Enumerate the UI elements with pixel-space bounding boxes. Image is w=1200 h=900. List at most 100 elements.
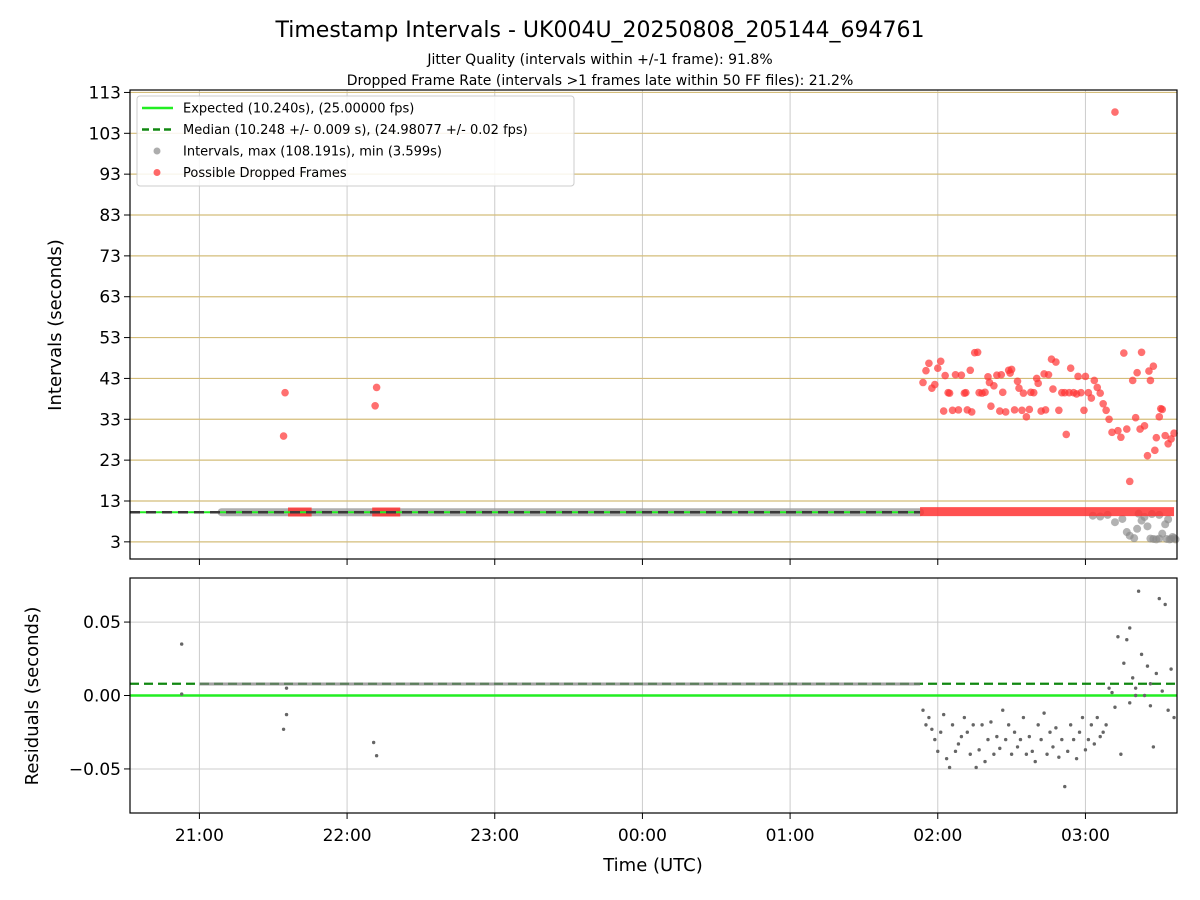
dropped-frame-point bbox=[1140, 422, 1149, 430]
residual-point bbox=[965, 730, 970, 734]
legend-box bbox=[136, 95, 575, 187]
residual-point bbox=[989, 720, 993, 724]
dropped-frame-point bbox=[1015, 384, 1023, 393]
residual-point bbox=[1133, 686, 1138, 690]
residual-point bbox=[1080, 715, 1085, 720]
dropped-frame-point bbox=[962, 388, 970, 397]
residual-point bbox=[921, 708, 925, 712]
dropped-frame-point bbox=[1161, 431, 1169, 440]
residual-point bbox=[1089, 723, 1094, 727]
residual-point bbox=[1122, 661, 1126, 665]
residual-point bbox=[1060, 737, 1064, 742]
residual-point bbox=[947, 765, 952, 770]
dropped-frame-point bbox=[1080, 406, 1088, 415]
dropped-frame-point bbox=[1007, 365, 1016, 374]
residual-point bbox=[939, 730, 943, 734]
dropped-frame-point bbox=[1105, 415, 1113, 424]
dropped-frame-point bbox=[279, 432, 288, 440]
interval-point bbox=[1171, 535, 1180, 544]
residual-point bbox=[1024, 752, 1029, 756]
dropped-frame-point bbox=[1151, 446, 1159, 455]
residual-point bbox=[284, 686, 289, 690]
dropped-frame-point bbox=[984, 372, 992, 381]
intervals-y-tick-label: 93 bbox=[99, 165, 121, 185]
intervals-y-tick-label: 83 bbox=[99, 206, 121, 226]
residual-point bbox=[953, 749, 958, 754]
x-tick-label: 22:00 bbox=[323, 826, 372, 846]
residual-point bbox=[1009, 752, 1014, 756]
residual-point bbox=[1066, 749, 1070, 754]
residual-point bbox=[1148, 682, 1153, 686]
chart-subtitle-jitter: Jitter Quality (intervals within +/-1 fr… bbox=[426, 52, 772, 68]
residual-point bbox=[950, 723, 955, 727]
residual-point bbox=[1003, 737, 1008, 742]
dropped-frame-point bbox=[1133, 368, 1141, 377]
dropped-frame-point bbox=[945, 389, 954, 397]
dropped-frame-point bbox=[1013, 377, 1022, 386]
legend-label: Median (10.248 +/- 0.009 s), (24.98077 +… bbox=[183, 123, 528, 138]
residual-point bbox=[1154, 671, 1159, 676]
intervals-y-tick-label: 73 bbox=[99, 247, 121, 267]
dropped-frame-point bbox=[1143, 451, 1152, 460]
dropped-frame-point bbox=[1152, 433, 1161, 442]
residual-point bbox=[998, 746, 1002, 751]
residual-point bbox=[1036, 723, 1040, 727]
intervals-y-tick-label: 103 bbox=[89, 124, 121, 144]
dropped-frame-point bbox=[967, 408, 976, 416]
residual-point bbox=[1151, 745, 1156, 749]
residual-point bbox=[1048, 730, 1052, 734]
residual-point bbox=[930, 727, 934, 731]
residual-point bbox=[1033, 759, 1037, 764]
dropped-frame-point bbox=[1087, 394, 1096, 402]
legend-label: Expected (10.240s), (25.00000 fps) bbox=[183, 102, 414, 117]
residual-point bbox=[1110, 690, 1114, 695]
residual-point bbox=[1042, 711, 1046, 715]
interval-point bbox=[1130, 534, 1139, 543]
residuals-plot: −0.05 0.00 0.05 21:00 22:00 23:00 00:00 01:00 0… bbox=[22, 577, 1178, 876]
residual-point bbox=[281, 727, 286, 731]
dropped-frame-point bbox=[372, 383, 381, 392]
dropped-frame-point bbox=[1049, 385, 1057, 393]
x-tick-label: 00:00 bbox=[618, 826, 667, 846]
dropped-frame-point bbox=[1001, 408, 1010, 416]
dropped-frame-point bbox=[987, 402, 995, 411]
residual-point bbox=[1128, 701, 1132, 705]
residual-point bbox=[1015, 745, 1020, 749]
residual-point bbox=[1063, 784, 1067, 789]
residual-point bbox=[983, 759, 987, 764]
residuals-y-ticks: −0.05 0.00 0.05 bbox=[69, 613, 130, 780]
residual-point bbox=[986, 737, 990, 742]
dropped-frame-point bbox=[1096, 389, 1105, 397]
intervals-legend: Expected (10.240s), (25.00000 fps) Median… bbox=[136, 95, 575, 187]
dropped-frame-point bbox=[1125, 477, 1134, 486]
residual-point bbox=[1157, 596, 1161, 601]
residual-point bbox=[962, 715, 967, 720]
x-tick-label: 01:00 bbox=[766, 826, 815, 846]
residual-point bbox=[944, 756, 949, 761]
dropped-frame-point bbox=[939, 407, 948, 415]
residual-point bbox=[1136, 589, 1141, 593]
dropped-frame-point bbox=[925, 359, 933, 368]
residual-point bbox=[1169, 667, 1173, 671]
dropped-frame-point bbox=[1034, 379, 1042, 388]
interval-point bbox=[1133, 524, 1142, 533]
dropped-frame-point bbox=[1081, 372, 1090, 381]
dropped-frame-point bbox=[941, 371, 949, 380]
residual-point bbox=[1098, 734, 1102, 739]
residual-point bbox=[1116, 635, 1120, 639]
dropped-frame-point bbox=[1066, 364, 1075, 373]
interval-point bbox=[1164, 515, 1173, 524]
interval-point bbox=[1158, 529, 1167, 538]
dropped-frame-point bbox=[1018, 406, 1026, 415]
residual-point bbox=[992, 752, 996, 756]
residual-point bbox=[1166, 708, 1170, 712]
x-axis-label: Time (UTC) bbox=[602, 855, 703, 876]
dropped-frame-point bbox=[1102, 406, 1110, 415]
residual-point bbox=[1051, 745, 1055, 749]
residual-point bbox=[1039, 737, 1043, 742]
dropped-frame-point bbox=[1041, 406, 1050, 414]
dropped-frame-point bbox=[936, 357, 945, 366]
residual-point bbox=[933, 737, 937, 742]
dropped-frame-point bbox=[981, 388, 989, 397]
